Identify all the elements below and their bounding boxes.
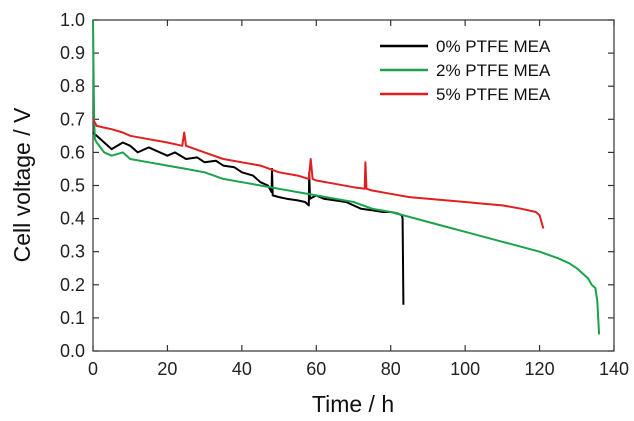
x-tick-label: 60 (306, 359, 326, 379)
x-tick-label: 0 (88, 359, 98, 379)
y-tick-label: 0.4 (60, 209, 85, 229)
y-axis-title: Cell voltage / V (9, 107, 35, 262)
x-axis-ticks: 0 20 40 60 80 100 120 140 (88, 20, 629, 379)
series-line-3 (92, 118, 545, 229)
y-tick-label: 0.2 (60, 275, 85, 295)
y-tick-label: 0.0 (60, 341, 85, 361)
legend-label: 5% PTFE MEA (436, 85, 551, 104)
y-tick-label: 0.6 (60, 142, 85, 162)
y-tick-label: 0.1 (60, 308, 85, 328)
legend-label: 2% PTFE MEA (436, 61, 551, 80)
y-tick-label: 0.5 (60, 176, 85, 196)
legend: 0% PTFE MEA 2% PTFE MEA 5% PTFE MEA (380, 37, 551, 104)
x-tick-label: 80 (381, 359, 401, 379)
series-layer (92, 19, 601, 335)
x-tick-label: 140 (599, 359, 629, 379)
y-tick-label: 0.9 (60, 43, 85, 63)
y-tick-label: 1.0 (60, 10, 85, 30)
x-tick-label: 20 (157, 359, 177, 379)
y-tick-label: 0.8 (60, 76, 85, 96)
y-tick-label: 0.7 (60, 109, 85, 129)
y-axis-ticks: 0.0 0.1 0.2 0.3 0.4 0.5 0.6 0.7 0.8 0.9 1.0 (60, 10, 614, 361)
x-tick-label: 40 (232, 359, 252, 379)
x-tick-label: 120 (525, 359, 555, 379)
y-tick-label: 0.3 (60, 242, 85, 262)
x-axis-title: Time / h (312, 391, 394, 417)
series-line-2 (92, 19, 601, 335)
x-tick-label: 100 (450, 359, 480, 379)
series-line-1 (92, 131, 405, 305)
legend-label: 0% PTFE MEA (436, 37, 551, 56)
